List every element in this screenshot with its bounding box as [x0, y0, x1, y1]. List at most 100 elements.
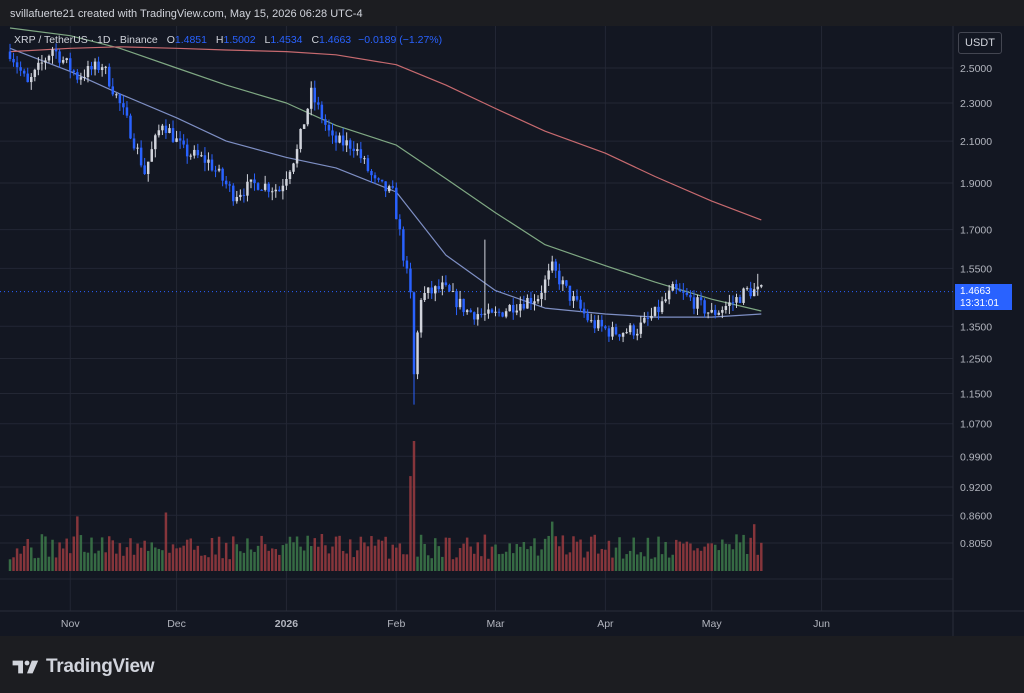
- candle-body: [412, 292, 416, 375]
- candle-body: [434, 286, 437, 294]
- volume-bar: [469, 546, 472, 571]
- volume-bar: [54, 557, 58, 571]
- volume-bar: [717, 550, 721, 571]
- x-axis-tick-label: Mar: [486, 618, 505, 630]
- candle-body: [646, 317, 650, 319]
- candle-body: [313, 87, 317, 103]
- candle-body: [217, 168, 221, 171]
- volume-bar: [387, 558, 391, 571]
- change-value: −0.0189 (−1.27%): [358, 34, 443, 46]
- volume-bar: [611, 557, 614, 571]
- candle-body: [97, 61, 100, 70]
- candle-body: [547, 270, 550, 280]
- volume-bar: [742, 534, 745, 571]
- volume-bar: [249, 549, 253, 571]
- volume-bar: [210, 538, 214, 571]
- volume-bar: [547, 535, 550, 571]
- candle-body: [249, 179, 253, 182]
- open-value: 1.4851: [174, 34, 207, 46]
- candle-body: [483, 313, 487, 315]
- volume-bar: [100, 537, 104, 571]
- volume-bar: [90, 537, 93, 571]
- volume-bar: [423, 543, 426, 571]
- y-axis-tick-label: 0.9900: [960, 451, 992, 463]
- candle-body: [618, 334, 621, 337]
- candle-body: [387, 186, 391, 192]
- candle-body: [93, 61, 97, 70]
- candle-body: [724, 306, 728, 310]
- volume-bar: [568, 552, 572, 571]
- candle-body: [22, 70, 26, 74]
- candle-body: [455, 291, 458, 308]
- y-axis-tick-label: 2.3000: [960, 98, 992, 110]
- volume-bar: [288, 536, 292, 571]
- price-chart[interactable]: Nov Dec 2026 Feb Mar Apr May Jun 2.5000 2.3000 2.1…: [0, 26, 1024, 636]
- volume-bar: [685, 541, 689, 571]
- volume-bar: [713, 544, 717, 571]
- candle-body: [458, 298, 462, 308]
- symbol-legend[interactable]: XRP / TetherUS · 1D · Binance O1.4851 H1…: [14, 34, 442, 46]
- volume-bar: [632, 537, 635, 571]
- volume-bar: [724, 543, 728, 571]
- candle-body: [214, 170, 217, 172]
- candle-body: [352, 148, 355, 151]
- candle-body: [12, 58, 15, 63]
- volume-bar: [643, 556, 646, 571]
- volume-bar: [139, 547, 143, 571]
- volume-bar: [473, 553, 476, 571]
- candle-body: [19, 67, 22, 71]
- candle-body: [391, 186, 394, 188]
- tradingview-logo[interactable]: TradingView: [12, 656, 155, 678]
- volume-bar: [132, 554, 136, 571]
- volume-bar: [409, 476, 412, 571]
- candle-body: [107, 66, 111, 87]
- volume-bar: [735, 534, 738, 571]
- candle-body: [465, 310, 469, 313]
- volume-bar: [239, 551, 242, 571]
- volume-bar: [324, 545, 327, 571]
- candle-body: [292, 163, 295, 172]
- candle-body: [207, 159, 210, 163]
- volume-bar: [703, 546, 706, 571]
- volume-bar: [331, 546, 334, 571]
- volume-bar: [44, 536, 47, 571]
- volume-bar: [749, 537, 752, 571]
- x-axis-tick-label: May: [702, 618, 723, 630]
- volume-bar: [490, 546, 494, 571]
- candle-body: [504, 311, 508, 317]
- volume-bar: [246, 538, 249, 571]
- candle-body: [338, 135, 341, 143]
- candle-body: [444, 282, 448, 286]
- volume-bar: [391, 544, 394, 571]
- volume-bar: [543, 538, 547, 571]
- volume-bar: [511, 553, 515, 571]
- chart-frame[interactable]: Nov Dec 2026 Feb Mar Apr May Jun 2.5000 2.3000 2.1…: [0, 26, 1024, 636]
- candle-body: [210, 159, 214, 171]
- volume-bar: [395, 547, 398, 571]
- y-axis-tick-label: 1.7000: [960, 225, 992, 237]
- candle-body: [54, 49, 58, 52]
- currency-button[interactable]: USDT: [958, 32, 1002, 54]
- candle-body: [752, 289, 756, 297]
- candle-body: [636, 333, 639, 336]
- volume-bar: [97, 550, 100, 571]
- volume-bar: [79, 535, 83, 571]
- volume-bar: [76, 516, 79, 571]
- volume-bar: [416, 556, 419, 571]
- volume-bar: [519, 546, 522, 571]
- volume-bar: [341, 550, 345, 571]
- candle-body: [132, 138, 136, 149]
- volume-bar: [419, 534, 423, 571]
- candle-body: [193, 149, 196, 156]
- candle-body: [317, 102, 320, 105]
- volume-bar: [203, 555, 207, 571]
- volume-bar: [639, 552, 643, 571]
- volume-bar: [572, 536, 575, 571]
- volume-bar: [593, 534, 596, 571]
- volume-bar: [164, 512, 168, 571]
- volume-bar: [731, 549, 735, 571]
- candle-body: [33, 69, 37, 77]
- high-value: 1.5002: [223, 34, 256, 46]
- volume-bar: [434, 538, 437, 571]
- candle-body: [285, 179, 288, 186]
